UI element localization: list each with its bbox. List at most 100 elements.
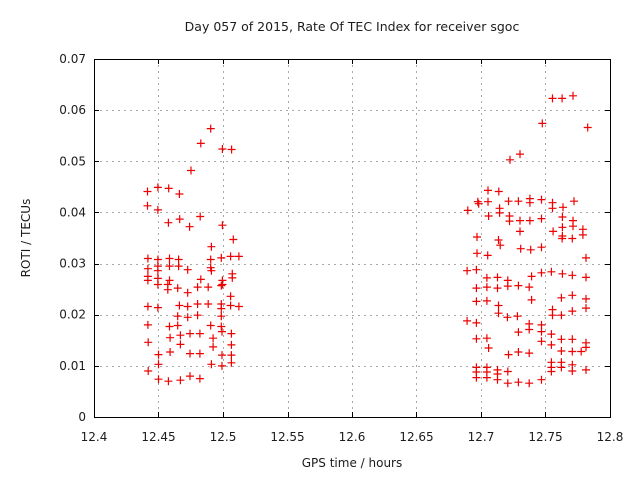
data-point-marker: [186, 372, 194, 381]
data-point-marker: [218, 221, 227, 230]
data-point-marker: [582, 304, 590, 313]
y-tick-label: 0.03: [59, 257, 86, 271]
data-point-marker: [143, 264, 152, 273]
data-point-marker: [206, 255, 215, 264]
data-point-marker: [183, 288, 192, 297]
data-point-marker: [514, 348, 523, 356]
data-point-marker: [234, 302, 243, 311]
data-point-marker: [537, 327, 546, 336]
data-point-marker: [226, 292, 235, 301]
data-point-marker: [143, 254, 152, 263]
data-point-marker: [218, 327, 226, 336]
data-point-marker: [173, 284, 182, 293]
data-point-marker: [548, 204, 557, 213]
data-point-marker: [163, 285, 172, 294]
data-point-marker: [472, 265, 481, 274]
data-point-marker: [186, 349, 194, 358]
x-tick-label: 12.45: [141, 430, 175, 444]
data-point-marker: [144, 367, 153, 375]
data-point-marker: [526, 245, 535, 254]
data-point-marker: [143, 302, 152, 311]
data-point-marker: [472, 284, 481, 293]
data-point-marker: [537, 320, 546, 329]
data-point-marker: [153, 205, 162, 214]
data-point-marker: [153, 266, 162, 275]
data-point-marker: [538, 119, 547, 128]
data-point-marker: [186, 329, 194, 338]
data-point-marker: [525, 349, 534, 358]
data-point-marker: [568, 307, 577, 316]
data-point-marker: [165, 276, 174, 285]
data-point-marker: [503, 282, 512, 291]
data-point-marker: [525, 325, 534, 334]
data-point-marker: [206, 124, 215, 133]
data-point-marker: [494, 309, 503, 318]
data-point-marker: [494, 301, 503, 310]
data-point-marker: [176, 340, 185, 349]
data-point-marker: [484, 344, 493, 352]
data-point-marker: [537, 268, 546, 277]
data-point-marker: [472, 318, 481, 327]
data-point-marker: [463, 206, 472, 215]
y-axis-title: ROTI / TECUs: [19, 199, 33, 278]
data-point-marker: [173, 321, 182, 330]
data-point-marker: [187, 166, 195, 175]
x-tick-label: 12.7: [468, 430, 495, 444]
data-points: [143, 91, 592, 388]
data-point-marker: [472, 334, 481, 343]
x-tick-label: 12.65: [399, 430, 433, 444]
data-point-marker: [503, 379, 512, 388]
data-point-marker: [484, 212, 493, 220]
data-point-marker: [226, 252, 235, 261]
data-point-marker: [525, 379, 534, 388]
data-point-marker: [175, 215, 184, 224]
data-point-marker: [493, 284, 502, 293]
data-point-marker: [195, 329, 204, 338]
data-point-marker: [143, 320, 152, 329]
x-tick-labels: 12.4 12.45 12.5 12.55 12.6 12.65 12.7 12.75 12.8: [81, 430, 624, 444]
data-point-marker: [153, 183, 162, 192]
data-point-marker: [582, 365, 590, 374]
data-point-marker: [558, 234, 567, 243]
data-point-marker: [516, 150, 524, 159]
data-point-marker: [218, 351, 226, 360]
data-point-marker: [183, 313, 192, 322]
data-point-marker: [164, 184, 173, 193]
x-tick-label: 12.55: [270, 430, 304, 444]
y-tick-label: 0: [78, 410, 86, 424]
data-point-marker: [514, 378, 523, 387]
data-point-marker: [504, 197, 513, 206]
x-tick-label: 12.5: [210, 430, 237, 444]
data-point-marker: [484, 186, 492, 195]
data-point-marker: [204, 283, 213, 292]
data-point-marker: [503, 367, 512, 376]
x-tick-label: 12.8: [597, 430, 624, 444]
data-point-marker: [473, 233, 481, 241]
data-point-marker: [193, 283, 202, 292]
data-point-marker: [537, 375, 546, 384]
data-point-marker: [505, 217, 514, 226]
data-point-marker: [557, 293, 566, 302]
data-point-marker: [484, 197, 492, 206]
data-point-marker: [482, 283, 491, 292]
data-point-marker: [472, 373, 481, 382]
data-point-marker: [164, 218, 173, 227]
data-point-marker: [154, 350, 163, 359]
data-point-marker: [218, 280, 227, 289]
data-point-marker: [537, 195, 546, 204]
data-point-marker: [582, 253, 590, 262]
data-point-marker: [482, 334, 491, 343]
data-point-marker: [227, 329, 236, 338]
data-point-marker: [516, 216, 524, 225]
data-point-marker: [166, 333, 175, 342]
data-point-marker: [527, 295, 536, 304]
data-point-marker: [504, 350, 513, 359]
data-point-marker: [227, 358, 236, 367]
x-axis-title: GPS time / hours: [302, 456, 403, 470]
data-point-marker: [144, 338, 153, 347]
data-point-marker: [548, 94, 557, 103]
data-point-marker: [537, 337, 546, 346]
data-point-marker: [217, 281, 226, 290]
